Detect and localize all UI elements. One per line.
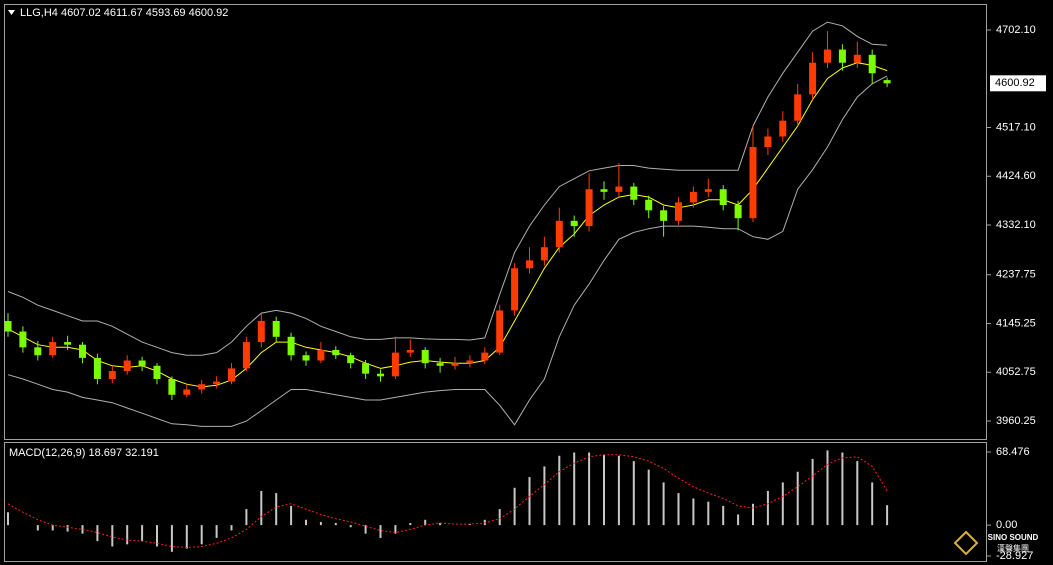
y-tick-label: -28.927 xyxy=(996,550,1033,562)
candle-body xyxy=(511,268,519,311)
candle-body xyxy=(794,94,802,121)
macd-title: MACD(12,26,9) 18.697 32.191 xyxy=(9,447,159,459)
candle-body xyxy=(34,347,42,356)
candle-body xyxy=(332,349,340,356)
candle-body xyxy=(719,189,727,206)
logo: SINO SOUND 漢聲集團 xyxy=(953,530,1039,556)
candle-body xyxy=(749,147,757,219)
candle-body xyxy=(853,54,861,63)
collapse-arrow xyxy=(8,10,15,15)
y-tick-label: 0.00 xyxy=(996,519,1017,531)
candle-body xyxy=(4,320,12,332)
candle-body xyxy=(675,202,682,221)
candle-body xyxy=(660,210,668,221)
candle-body xyxy=(242,342,250,369)
candle-body xyxy=(93,357,101,379)
indicator-line xyxy=(7,75,888,427)
candle-body xyxy=(213,381,221,385)
candle-body xyxy=(779,120,787,137)
candle-body xyxy=(868,54,876,74)
price-panel-frame xyxy=(4,4,987,440)
y-tick-label: 4052.75 xyxy=(996,366,1036,378)
candle-body xyxy=(138,360,146,366)
candle-body xyxy=(272,320,280,337)
logo-subtitle: 漢聲集團 xyxy=(997,543,1029,553)
macd-panel-frame xyxy=(4,442,987,562)
candle-body xyxy=(436,363,444,366)
candle-body xyxy=(645,199,653,211)
price-tag xyxy=(990,75,1046,92)
candle-body xyxy=(49,342,57,356)
candle-body xyxy=(406,349,414,353)
candle-body xyxy=(377,373,384,377)
candle-body xyxy=(64,342,72,345)
candle-body xyxy=(570,220,578,227)
candle-body xyxy=(555,220,563,248)
candle-body xyxy=(734,205,742,219)
logo-icon xyxy=(953,530,979,556)
candle-body xyxy=(689,191,697,203)
candle-body xyxy=(838,49,846,63)
candle-body xyxy=(123,360,131,372)
candle-body xyxy=(317,349,325,361)
candle-body xyxy=(466,360,474,364)
candle-body xyxy=(704,189,712,192)
candle-body xyxy=(421,349,429,364)
candle-body xyxy=(257,320,265,343)
candle-body xyxy=(391,352,399,377)
candle-body xyxy=(108,371,116,379)
candle-body xyxy=(451,363,459,366)
logo-name: SINO SOUND xyxy=(988,533,1039,542)
candle-body xyxy=(540,247,548,261)
y-tick-label: 68.476 xyxy=(996,446,1030,458)
chart-title: LLG,H4 4607.02 4611.67 4593.69 4600.92 xyxy=(20,7,228,19)
y-tick-label: 4424.60 xyxy=(996,170,1036,182)
y-tick-label: 3960.25 xyxy=(996,415,1036,427)
candle-body xyxy=(362,363,370,374)
candle-body xyxy=(600,189,608,192)
candle-body xyxy=(302,355,310,361)
y-tick-label: 4145.25 xyxy=(996,317,1036,329)
candle-body xyxy=(481,352,489,361)
candle-body xyxy=(19,331,27,348)
candle-body xyxy=(496,310,504,353)
y-tick-label: 4237.75 xyxy=(996,269,1036,281)
candle-body xyxy=(615,186,623,192)
candle-body xyxy=(183,389,191,395)
candle-body xyxy=(228,368,235,382)
candle-body xyxy=(347,355,355,364)
candle-body xyxy=(809,62,817,95)
candle-body xyxy=(153,365,161,379)
candle-body xyxy=(287,336,295,356)
candle-body xyxy=(526,260,533,269)
candle-body xyxy=(824,49,831,63)
y-tick-label: 4332.10 xyxy=(996,219,1036,231)
candle-body xyxy=(585,189,593,227)
candle-body xyxy=(764,136,772,148)
price-tag-label: 4600.92 xyxy=(995,77,1035,89)
candle-body xyxy=(79,344,86,358)
signal-line xyxy=(7,454,888,549)
candle-body xyxy=(198,384,206,390)
candle-body xyxy=(168,378,176,395)
candle-body xyxy=(883,80,891,84)
indicator-line xyxy=(7,21,888,356)
candle-body xyxy=(630,186,638,200)
y-tick-label: 4702.10 xyxy=(996,24,1036,36)
y-tick-label: 4517.10 xyxy=(996,121,1036,133)
